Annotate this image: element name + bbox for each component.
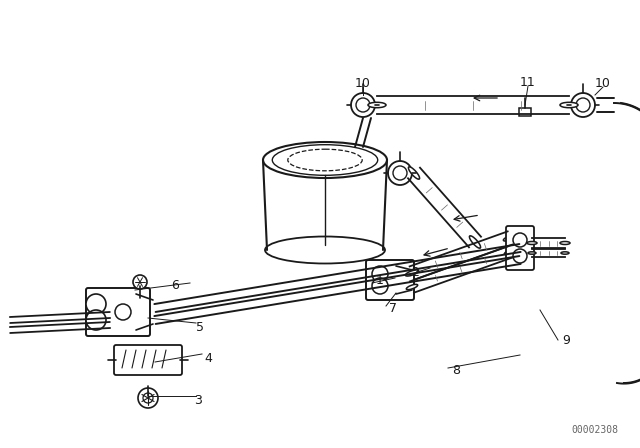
Text: 1: 1 <box>376 273 384 287</box>
Ellipse shape <box>272 145 378 175</box>
Text: 00002308: 00002308 <box>572 425 618 435</box>
Ellipse shape <box>504 250 516 254</box>
Ellipse shape <box>408 167 420 179</box>
Text: 3: 3 <box>194 393 202 406</box>
Circle shape <box>115 304 131 320</box>
Circle shape <box>372 278 388 294</box>
Ellipse shape <box>288 149 362 171</box>
Circle shape <box>143 393 153 403</box>
Circle shape <box>351 93 375 117</box>
Ellipse shape <box>561 252 569 254</box>
Circle shape <box>138 388 158 408</box>
Ellipse shape <box>560 102 578 108</box>
Circle shape <box>356 98 370 112</box>
Text: 7: 7 <box>389 302 397 314</box>
Ellipse shape <box>560 241 570 245</box>
FancyBboxPatch shape <box>506 226 534 270</box>
Ellipse shape <box>405 270 419 276</box>
Ellipse shape <box>527 241 537 245</box>
Text: 4: 4 <box>204 352 212 365</box>
Text: 6: 6 <box>171 279 179 292</box>
Circle shape <box>576 98 590 112</box>
Text: 2: 2 <box>411 266 419 279</box>
Circle shape <box>86 294 106 314</box>
Text: 10: 10 <box>595 77 611 90</box>
Circle shape <box>393 166 407 180</box>
Ellipse shape <box>263 142 387 178</box>
Circle shape <box>571 93 595 117</box>
FancyBboxPatch shape <box>366 260 414 300</box>
Ellipse shape <box>469 236 481 248</box>
Circle shape <box>133 275 147 289</box>
Ellipse shape <box>528 252 536 254</box>
Ellipse shape <box>265 237 385 263</box>
Text: 9: 9 <box>562 333 570 346</box>
Text: 11: 11 <box>520 76 536 89</box>
Text: 5: 5 <box>196 320 204 333</box>
Ellipse shape <box>368 102 386 108</box>
Circle shape <box>86 310 106 330</box>
Ellipse shape <box>406 284 418 290</box>
Text: 10: 10 <box>355 77 371 90</box>
Circle shape <box>513 249 527 263</box>
Ellipse shape <box>504 235 516 241</box>
Text: 8: 8 <box>452 363 460 376</box>
Circle shape <box>372 266 388 282</box>
Circle shape <box>513 233 527 247</box>
Circle shape <box>388 161 412 185</box>
FancyBboxPatch shape <box>86 288 150 336</box>
FancyBboxPatch shape <box>114 345 182 375</box>
Bar <box>519 108 531 116</box>
